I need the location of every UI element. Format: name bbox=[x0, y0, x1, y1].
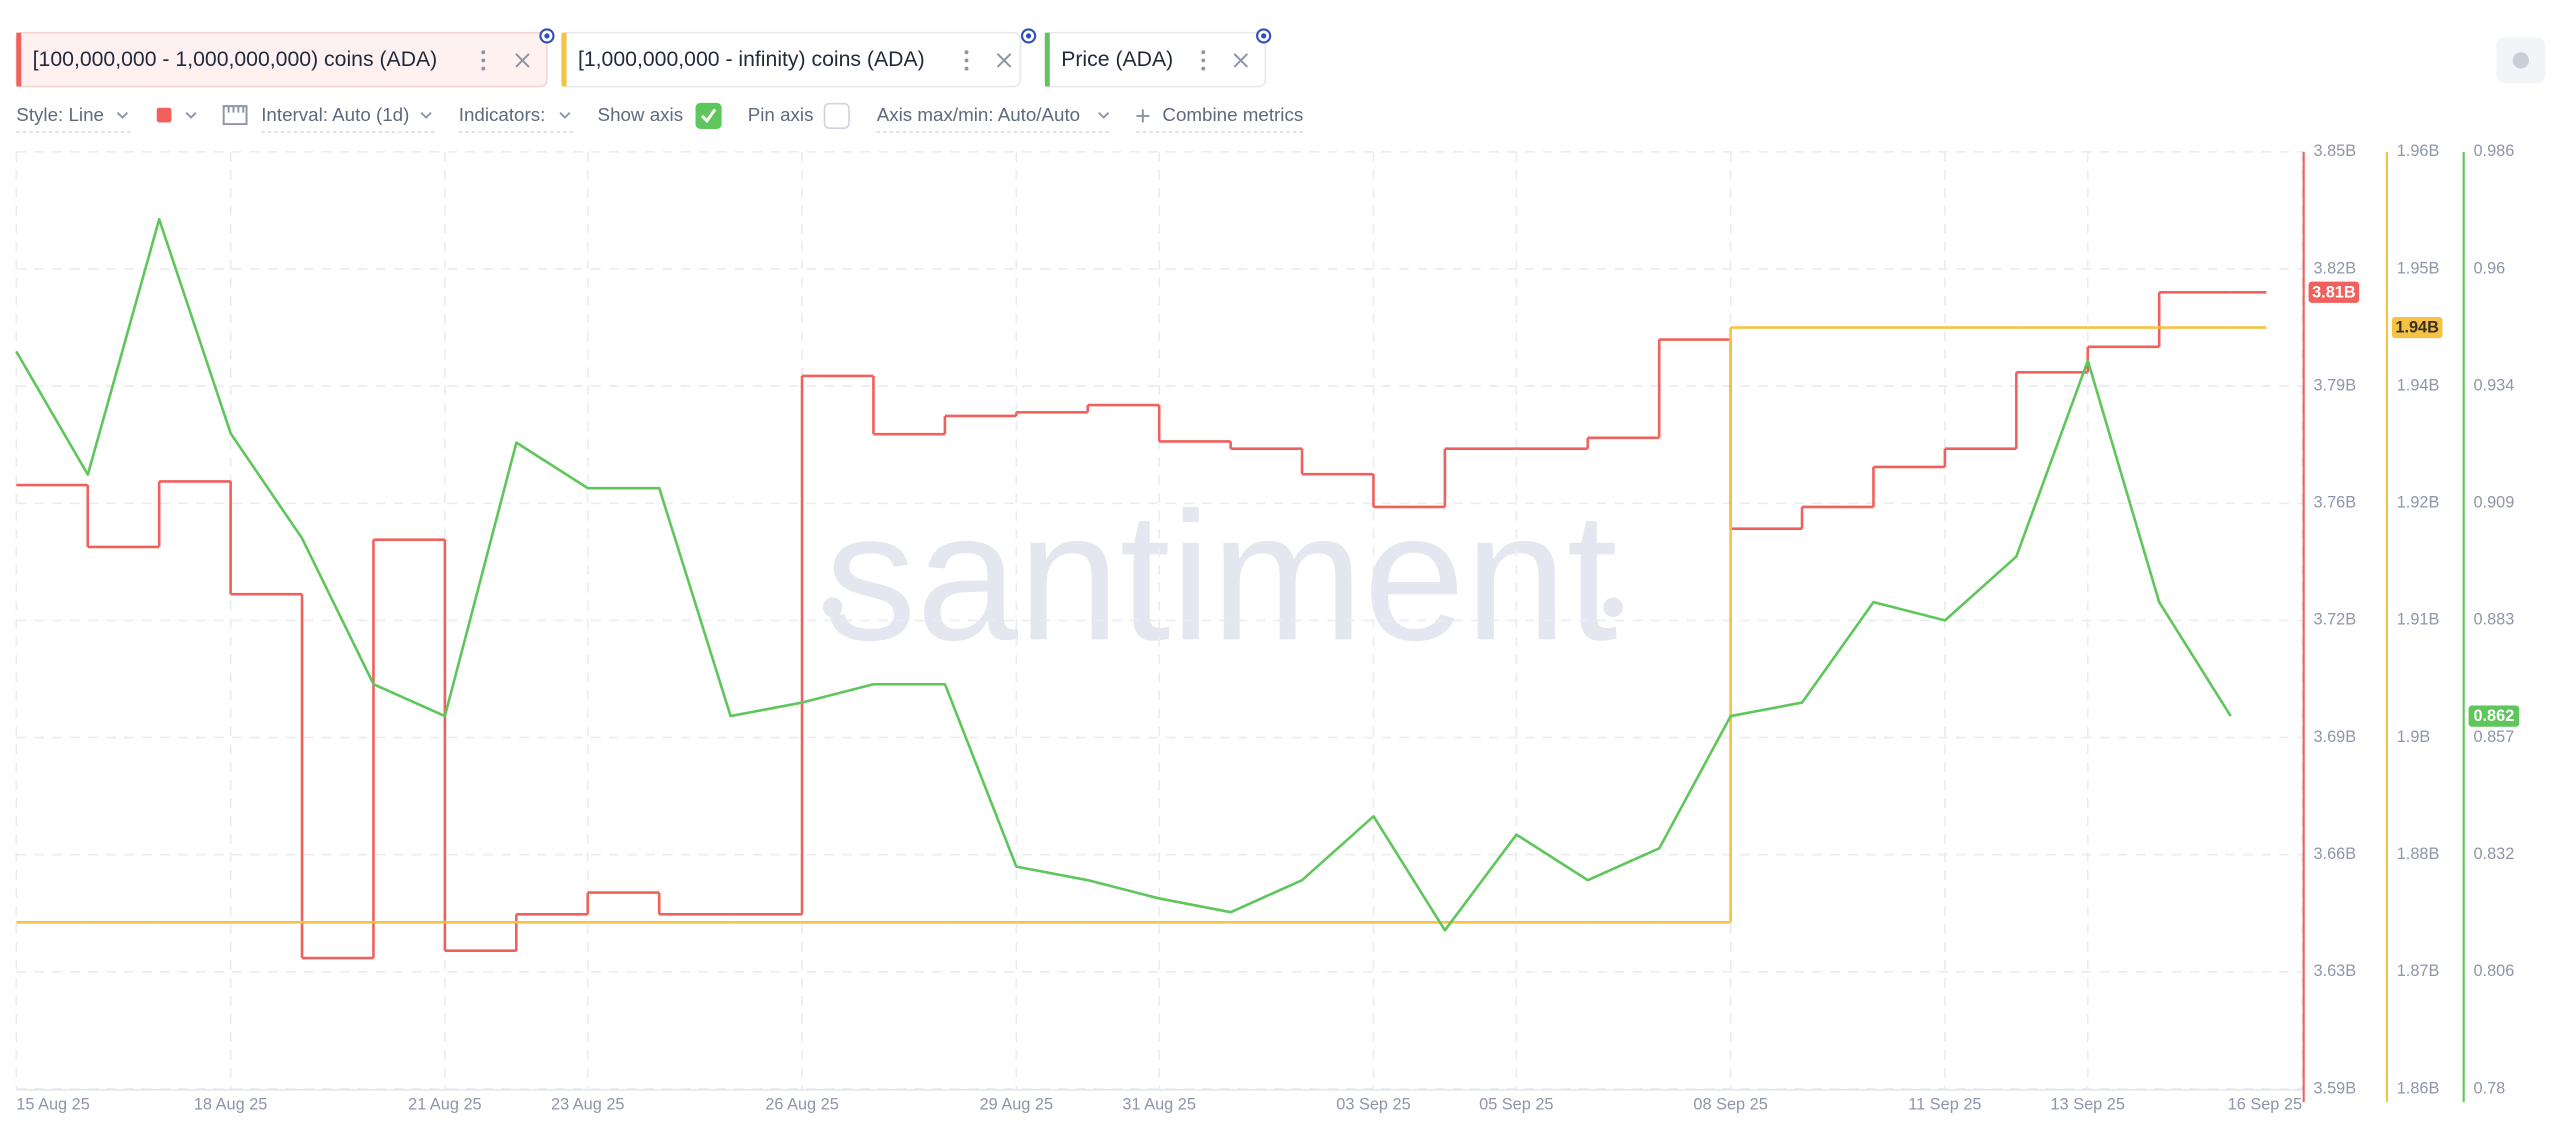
value-badge bbox=[2468, 705, 2520, 727]
pin-axis-label: Pin axis bbox=[748, 104, 814, 125]
y-tick-label: 1.92B bbox=[2397, 494, 2440, 512]
y-tick-label: 0.96 bbox=[2473, 259, 2505, 277]
chevron bbox=[420, 111, 432, 119]
chevron bbox=[559, 111, 571, 119]
tab-color bbox=[1044, 32, 1050, 87]
y-tick-label: 0.934 bbox=[2473, 376, 2514, 394]
y-tick-label: 3.79B bbox=[2313, 376, 2356, 394]
axis-minmax-select[interactable]: Axis max/min: Auto/Auto bbox=[877, 104, 1080, 125]
y-tick-label: 3.82B bbox=[2313, 259, 2356, 277]
y-tick-label: 1.94B bbox=[2397, 376, 2440, 394]
x-tick-label: 08 Sep 25 bbox=[1693, 1096, 1767, 1114]
y-tick-label: 1.91B bbox=[2397, 611, 2440, 629]
y-tick-label: 1.96B bbox=[2397, 142, 2440, 160]
y-tick-label: 3.63B bbox=[2313, 962, 2356, 980]
legend: [100,000,000 - 1,000,000,000) coins (ADA… bbox=[15, 28, 1272, 88]
tab-color bbox=[561, 32, 567, 87]
y-tick-label: 1.86B bbox=[2397, 1079, 2440, 1097]
legend-label: Price (ADA) bbox=[1061, 48, 1173, 71]
toolbar: Style: Line Interval: Auto (1d) Indicato… bbox=[16, 102, 1307, 134]
y-tick-label: 0.883 bbox=[2473, 611, 2514, 629]
plus-icon bbox=[1136, 109, 1150, 123]
y-tick-label: 3.66B bbox=[2313, 845, 2356, 863]
y-tick-label: 3.69B bbox=[2313, 728, 2356, 746]
x-tick-label: 03 Sep 25 bbox=[1336, 1096, 1410, 1114]
watermark: santiment bbox=[825, 473, 1618, 678]
watermark-dot bbox=[1603, 597, 1623, 618]
value-badge bbox=[2391, 316, 2443, 339]
y-tick-label: 1.9B bbox=[2397, 728, 2431, 746]
y-tick-label: 0.832 bbox=[2473, 845, 2514, 863]
color-select[interactable] bbox=[156, 107, 172, 123]
value-label: 0.862 bbox=[2473, 707, 2514, 725]
combine-metrics[interactable]: Combine metrics bbox=[1162, 104, 1303, 125]
y-tick-label: 1.87B bbox=[2397, 962, 2440, 980]
indicators-select[interactable]: Indicators: bbox=[459, 104, 546, 125]
tab-menu[interactable] bbox=[1201, 50, 1206, 71]
x-tick-label: 21 Aug 25 bbox=[408, 1096, 481, 1114]
pin-axis-checkbox[interactable] bbox=[823, 102, 850, 129]
y-tick-label: 3.72B bbox=[2313, 611, 2356, 629]
legend-tab[interactable]: Price (ADA) bbox=[1044, 31, 1267, 88]
x-tick-label: 11 Sep 25 bbox=[1908, 1096, 1981, 1114]
chevron bbox=[116, 111, 129, 119]
x-tick-label: 16 Sep 25 bbox=[2228, 1096, 2302, 1114]
plot-area: 3.59B 3.63B 3.66B 3.69B 3.72B 3.76B 3.79B 3.82B… bbox=[15, 142, 2520, 1114]
interval-select[interactable]: Interval: Auto (1d) bbox=[261, 104, 409, 125]
value-badge bbox=[2308, 281, 2360, 303]
tab-close[interactable] bbox=[996, 53, 1012, 68]
x-tick-label: 31 Aug 25 bbox=[1122, 1096, 1195, 1114]
y-tick-label: 1.88B bbox=[2397, 845, 2440, 863]
x-tick-label: 23 Aug 25 bbox=[551, 1096, 624, 1114]
line bbox=[15, 217, 2232, 932]
y-tick-label: 3.59B bbox=[2313, 1079, 2356, 1097]
watermark-dot bbox=[822, 597, 843, 618]
value-label: 1.94B bbox=[2395, 319, 2439, 337]
legend-tab[interactable]: [100,000,000 - 1,000,000,000) coins (ADA… bbox=[15, 31, 548, 88]
y-tick-label: 3.76B bbox=[2313, 494, 2356, 512]
x-tick-label: 05 Sep 25 bbox=[1479, 1096, 1553, 1114]
x-tick-label: 13 Sep 25 bbox=[2051, 1096, 2125, 1114]
x-tick-label: 15 Aug 25 bbox=[16, 1096, 89, 1114]
tab-close[interactable] bbox=[1233, 53, 1249, 68]
y-tick-label: 1.95B bbox=[2397, 259, 2440, 277]
legend-label: [1,000,000,000 - infinity) coins (ADA) bbox=[578, 48, 925, 71]
y-tick-label: 0.909 bbox=[2473, 494, 2514, 512]
checkmark bbox=[701, 108, 717, 124]
style-select[interactable]: Style: Line bbox=[16, 104, 104, 125]
x-tick-label: 18 Aug 25 bbox=[194, 1096, 267, 1114]
value-label: 3.81B bbox=[2312, 283, 2356, 301]
y-tick-label: 0.78 bbox=[2473, 1079, 2505, 1097]
legend-label: [100,000,000 - 1,000,000,000) coins (ADA… bbox=[33, 48, 438, 71]
interval-icon bbox=[222, 105, 248, 126]
y-tick-label: 0.806 bbox=[2473, 962, 2514, 980]
legend-tab[interactable]: [1,000,000,000 - infinity) coins (ADA) bbox=[560, 31, 1022, 88]
show-axis-checkbox[interactable] bbox=[695, 102, 722, 129]
show-axis-label: Show axis bbox=[598, 104, 684, 125]
y-tick-label: 3.85B bbox=[2313, 142, 2356, 160]
y-tick-label: 0.986 bbox=[2473, 142, 2514, 160]
tab-menu[interactable] bbox=[964, 50, 969, 71]
x-tick-label: 26 Aug 25 bbox=[765, 1096, 838, 1114]
tab-close[interactable] bbox=[515, 53, 530, 68]
y-tick-label: 0.857 bbox=[2473, 728, 2514, 746]
side-button-dot bbox=[2512, 52, 2529, 69]
watermark-group: santiment bbox=[822, 473, 1623, 678]
tab-menu[interactable] bbox=[481, 50, 486, 71]
chevron bbox=[1098, 111, 1110, 119]
chevron bbox=[185, 111, 197, 119]
x-tick-label: 29 Aug 25 bbox=[980, 1096, 1053, 1114]
tab-color bbox=[16, 32, 22, 87]
